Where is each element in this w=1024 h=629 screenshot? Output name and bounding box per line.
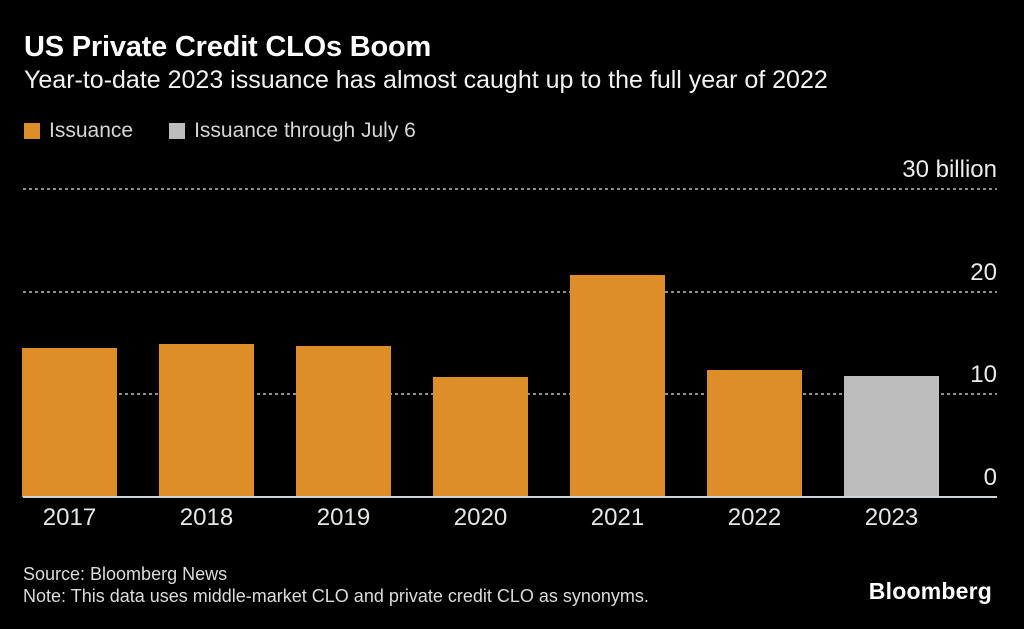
bar-2021	[570, 275, 665, 497]
legend-swatch-icon	[169, 123, 186, 139]
y-axis-tick-label-30: 30 billion	[902, 156, 997, 183]
legend-label: Issuance	[49, 119, 134, 142]
x-axis-baseline	[23, 496, 997, 498]
note-text: Note: This data uses middle-market CLO a…	[23, 586, 649, 606]
bar-2022	[707, 369, 802, 497]
bar-2018	[159, 344, 254, 497]
source-text: Source: Bloomberg News	[23, 564, 228, 584]
legend-label: Issuance through July 6	[194, 119, 416, 142]
x-axis-label-2017: 2017	[42, 504, 97, 531]
x-axis-label-2021: 2021	[590, 504, 645, 531]
y-axis-tick-label-0: 0	[983, 464, 997, 491]
bloomberg-logo: Bloomberg	[868, 578, 992, 604]
legend: Issuance Issuance through July 6	[24, 119, 416, 143]
legend-item-1: Issuance through July 6	[169, 119, 416, 143]
x-axis-label-2022: 2022	[727, 504, 782, 531]
bar-2020	[433, 376, 528, 497]
gridline-20	[23, 290, 997, 293]
x-axis-label-2019: 2019	[316, 504, 371, 531]
legend-item-0: Issuance	[24, 119, 133, 143]
x-axis-label-2023: 2023	[864, 504, 919, 531]
bar-2019	[296, 346, 391, 497]
chart-subtitle: Year-to-date 2023 issuance has almost ca…	[24, 66, 828, 94]
bar-2023	[844, 375, 939, 497]
x-axis-label-2020: 2020	[453, 504, 508, 531]
bar-2017	[22, 348, 117, 497]
legend-swatch-icon	[24, 123, 40, 139]
x-axis-label-2018: 2018	[179, 504, 234, 531]
y-axis-tick-label-20: 20	[970, 258, 997, 286]
gridline-30	[23, 188, 997, 190]
chart-title: US Private Credit CLOs Boom	[24, 31, 432, 63]
y-axis-tick-label-10: 10	[970, 361, 997, 389]
